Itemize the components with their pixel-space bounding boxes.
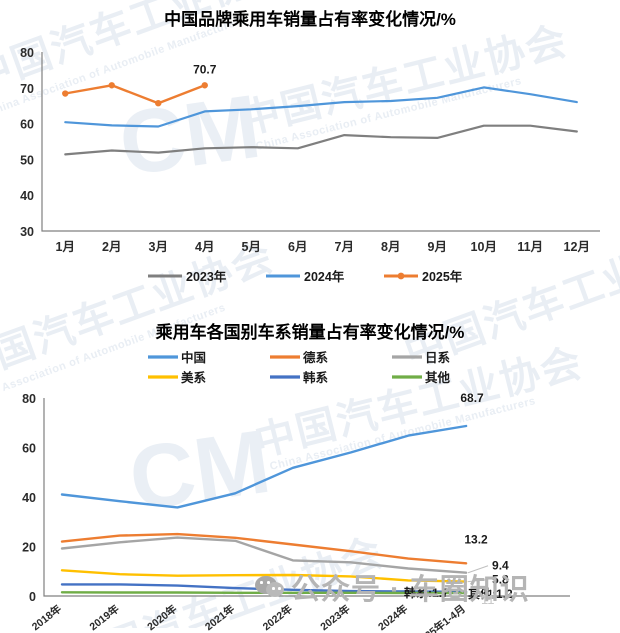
chart-china-brand-share: 中国品牌乘用车销量占有率变化情况/% 30 40 50 60 70 80 1月 2月 3月 4月 5… bbox=[0, 0, 620, 300]
chart1-title: 中国品牌乘用车销量占有率变化情况/% bbox=[164, 10, 456, 29]
legend-label-2025年: 2025年 bbox=[422, 269, 463, 284]
chart2-title: 乘用车各国别车系销量占有率变化情况/% bbox=[155, 323, 465, 342]
chart1-y-tick: 40 bbox=[20, 189, 34, 203]
legend-label-德系: 德系 bbox=[303, 350, 329, 365]
chart1-annotation: 70.7 bbox=[193, 62, 217, 76]
chart2-annotation: 13.2 bbox=[464, 532, 488, 546]
chart1-x-tick: 12月 bbox=[564, 240, 590, 254]
chart2-axes bbox=[43, 398, 570, 597]
chart1-x-tick: 7月 bbox=[335, 240, 354, 254]
chart2-series-日系 bbox=[60, 536, 468, 574]
chart2-x-tick: 2024年 bbox=[375, 602, 410, 633]
chart2-annotation: 其他:1.2 bbox=[468, 586, 513, 601]
chart2-x-tick: 2021年 bbox=[202, 602, 237, 633]
chart1-legend: 2023年 2024年 2025年 bbox=[148, 269, 463, 284]
chart2-series-中国 bbox=[60, 424, 468, 509]
chart2-leader-line bbox=[467, 565, 489, 574]
chart1-x-tick: 11月 bbox=[517, 240, 543, 254]
legend-label-2023年: 2023年 bbox=[186, 269, 227, 284]
chart1-series-2024年 bbox=[64, 86, 578, 128]
chart1-x-tick: 4月 bbox=[195, 240, 214, 254]
chart1-x-tick: 5月 bbox=[242, 240, 261, 254]
chart2-x-tick: 2023年 bbox=[318, 602, 353, 633]
chart2-series-美系 bbox=[60, 569, 468, 583]
legend-label-韩系: 韩系 bbox=[303, 370, 329, 385]
chart2-annotation: 68.7 bbox=[460, 391, 484, 405]
chart1-x-tick: 1月 bbox=[56, 240, 75, 254]
chart2-x-tick: 2018年 bbox=[29, 602, 64, 633]
legend-label-其他: 其他 bbox=[425, 370, 451, 385]
chart1-series-2023年 bbox=[64, 124, 578, 156]
chart1-x-tick: 9月 bbox=[428, 240, 447, 254]
chart1-y-tick: 50 bbox=[20, 153, 34, 167]
chart1-series-2025年 bbox=[64, 84, 207, 105]
chart1-x-tick: 2月 bbox=[102, 240, 121, 254]
chart2-y-tick: 80 bbox=[22, 392, 36, 406]
chart2-plot: 0 20 40 60 80 2018年 2019年 2020年 2021年 2022年 2023年 2… bbox=[22, 350, 570, 633]
chart2-y-tick: 40 bbox=[22, 491, 36, 505]
legend-label-美系: 美系 bbox=[181, 370, 207, 385]
chart2-x-tick: 2019年 bbox=[87, 602, 122, 633]
chart1-plot: 30 40 50 60 70 80 1月 2月 3月 4月 5月 6月 7月 8月 9月 10月 11月 12月 7… bbox=[20, 46, 600, 284]
legend-label-日系: 日系 bbox=[425, 350, 451, 365]
chart1-x-tick: 3月 bbox=[149, 240, 168, 254]
chart-brand-origin-share: 乘用车各国别车系销量占有率变化情况/% 0 20 40 60 80 2018年 2019年 2… bbox=[0, 300, 620, 633]
chart1-y-tick: 70 bbox=[20, 82, 34, 96]
legend-marker bbox=[397, 272, 405, 280]
chart1-x-tick: 6月 bbox=[288, 240, 307, 254]
chart2-y-tick: 0 bbox=[29, 590, 36, 604]
chart1-y-tick: 30 bbox=[20, 225, 34, 239]
chart2-y-tick: 20 bbox=[22, 541, 36, 555]
chart1-marker bbox=[62, 90, 69, 97]
chart1-x-tick: 8月 bbox=[381, 240, 400, 254]
chart1-marker bbox=[155, 99, 162, 107]
chart2-annotation: 9.4 bbox=[492, 559, 509, 573]
chart1-y-tick: 60 bbox=[20, 118, 34, 132]
legend-label-中国: 中国 bbox=[181, 350, 206, 365]
chart2-x-tick: 2022年 bbox=[260, 602, 295, 633]
chart2-series-德系 bbox=[60, 532, 468, 565]
chart1-x-tick: 10月 bbox=[471, 240, 497, 254]
chart2-x-tick: 2025年1-4月 bbox=[413, 602, 468, 633]
chart2-leader-line bbox=[468, 579, 489, 583]
chart2-annotation: 5.8 bbox=[492, 573, 509, 587]
legend-label-2024年: 2024年 bbox=[304, 269, 345, 284]
chart1-axes bbox=[41, 52, 600, 232]
chart1-y-tick: 80 bbox=[20, 46, 34, 60]
chart2-annotation: 韩系:1.7 bbox=[404, 585, 449, 600]
page-number: 11 bbox=[481, 592, 495, 607]
chart2-y-tick: 60 bbox=[22, 442, 36, 456]
chart1-marker bbox=[108, 82, 115, 89]
chart2-x-tick: 2020年 bbox=[145, 602, 180, 633]
chart1-marker bbox=[201, 82, 208, 89]
